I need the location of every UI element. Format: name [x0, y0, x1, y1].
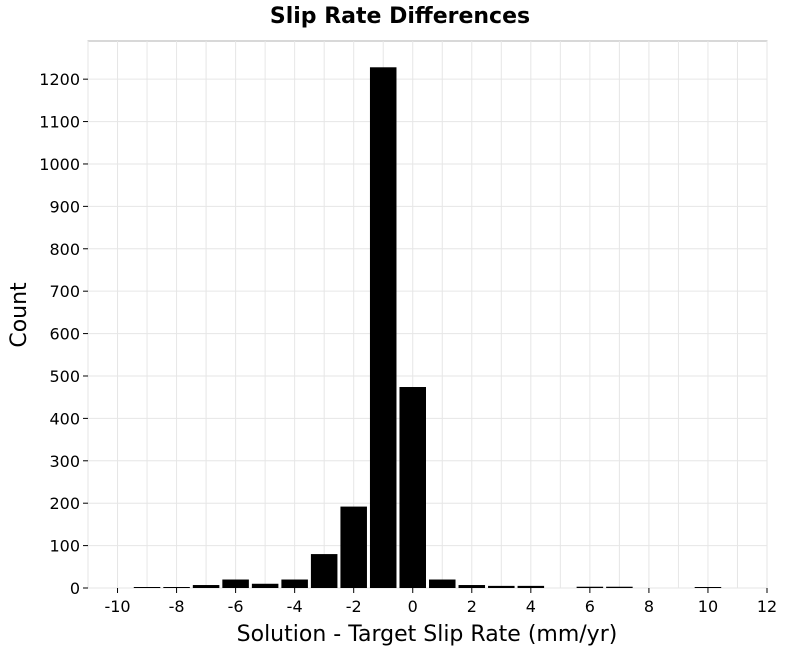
x-tick-label: -4 [287, 597, 303, 616]
x-tick-label: 10 [698, 597, 718, 616]
x-tick-label: 0 [408, 597, 418, 616]
y-axis: 0 100 200 300 400 500 600 700 800 900 1000 1100 1200 [39, 70, 88, 598]
x-tick-label: 8 [644, 597, 654, 616]
y-tick-label: 1200 [39, 70, 80, 89]
histogram-bar [606, 586, 633, 588]
y-tick-label: 300 [49, 452, 80, 471]
y-tick-label: 1100 [39, 113, 80, 132]
histogram-bar [133, 587, 161, 588]
y-tick-label: 800 [49, 240, 80, 259]
x-tick-label: 6 [585, 597, 595, 616]
plot-area [87, 40, 768, 589]
histogram-bar [429, 579, 456, 588]
bars [133, 67, 722, 589]
histogram-bar [310, 554, 338, 588]
y-tick-label: 1000 [39, 155, 80, 174]
y-tick-label: 600 [49, 325, 80, 344]
x-tick-label: -10 [104, 597, 130, 616]
grid-lines [87, 41, 768, 589]
y-axis-title: Count [7, 282, 32, 348]
x-axis: -10 -8 -6 -4 -2 0 2 4 6 8 10 12 [104, 588, 777, 616]
y-tick-label: 400 [49, 409, 80, 428]
histogram-bar [458, 585, 486, 588]
x-tick-label: 4 [526, 597, 536, 616]
x-axis-title: Solution - Target Slip Rate (mm/yr) [237, 622, 618, 647]
y-tick-label: 0 [70, 579, 80, 598]
x-tick-label: -8 [169, 597, 185, 616]
histogram-bar [576, 586, 604, 588]
histogram-bar [369, 67, 397, 589]
x-tick-label: 2 [467, 597, 477, 616]
histogram-bar [340, 506, 367, 588]
histogram-bar [488, 585, 515, 588]
y-tick-label: 500 [49, 367, 80, 386]
histogram-bar [694, 587, 722, 588]
x-tick-label: -6 [228, 597, 244, 616]
histogram-bar [222, 579, 249, 588]
x-tick-label: -2 [346, 597, 362, 616]
histogram-bar [251, 583, 279, 588]
chart-title: Slip Rate Differences [270, 4, 530, 29]
histogram-bar [192, 585, 220, 588]
y-tick-label: 700 [49, 282, 80, 301]
y-tick-label: 200 [49, 494, 80, 513]
histogram-bar [163, 587, 190, 588]
histogram-bar [517, 585, 545, 588]
y-tick-label: 100 [49, 537, 80, 556]
x-tick-label: 12 [757, 597, 777, 616]
histogram-bar [399, 387, 426, 588]
histogram-bar [281, 579, 308, 588]
y-tick-label: 900 [49, 197, 80, 216]
